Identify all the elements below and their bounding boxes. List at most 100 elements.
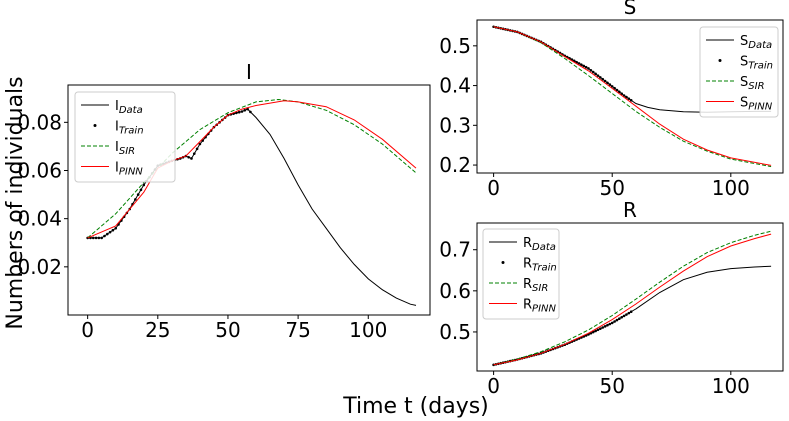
- x-tick-label: 25: [145, 318, 170, 342]
- x-axis-label: Time t (days): [342, 394, 489, 419]
- series-r-train-point: [625, 313, 628, 316]
- series-i-train-point: [91, 236, 95, 240]
- panel-S: S 0 50 100 0.2 0.3 0.4 0.5 SData STrain SSIR SPINN: [439, 0, 784, 200]
- panel-R: R 0 50 100 0.5 0.6 0.7 RData RTrain RSIR RPINN: [439, 198, 784, 398]
- series-i-train-point: [187, 155, 190, 159]
- x-tick-label: 50: [599, 374, 624, 398]
- legend-box-R: [482, 228, 560, 320]
- legend-r-train-marker: [501, 261, 505, 264]
- series-r-train-point: [603, 325, 607, 328]
- y-tick-label: 0.7: [439, 238, 471, 262]
- series-s-sir-line: [493, 26, 772, 168]
- series-r-train-point: [601, 326, 605, 329]
- series-s-train-point: [608, 83, 612, 86]
- series-s-train-point: [627, 97, 631, 100]
- series-s-train-point: [629, 98, 633, 102]
- series-r-train-point: [596, 328, 600, 332]
- series-i-train-point: [111, 228, 115, 232]
- x-tick-label: 0: [487, 374, 500, 398]
- series-s-train-point: [625, 95, 628, 99]
- y-axis-label: Numbers of individuals: [3, 76, 28, 329]
- series-i-train-point: [249, 110, 252, 114]
- series-s-train-point: [603, 79, 607, 83]
- series-i-train-point: [139, 188, 143, 192]
- x-tick-label: 50: [599, 176, 624, 200]
- series-r-train-point: [610, 321, 614, 325]
- x-tick-label: 0: [81, 318, 94, 342]
- series-i-train-point: [136, 193, 140, 196]
- series-i-train-point: [134, 198, 137, 201]
- legend-s-train-marker: [718, 59, 722, 62]
- series-s-train-point: [584, 65, 588, 69]
- y-tick-label: 0.5: [439, 34, 471, 58]
- plot-frame-S: [476, 19, 784, 174]
- series-s-train-point: [618, 90, 621, 94]
- series-s-train-point: [589, 68, 593, 72]
- series-i-train-point: [97, 236, 101, 240]
- series-s-train-point: [610, 85, 614, 88]
- plot-frame-R: [476, 222, 784, 372]
- series-i-train-point: [105, 232, 109, 236]
- y-tick-label: 0.3: [439, 113, 471, 137]
- chart-title-S: S: [624, 0, 637, 19]
- series-r-train-point: [599, 327, 602, 330]
- legend-i-pinn-label: IPINN: [115, 161, 143, 178]
- series-i-train-point: [100, 236, 103, 240]
- series-r-train-point: [622, 314, 626, 318]
- legend-i-train-marker: [93, 124, 97, 127]
- series-r-train-point: [606, 323, 609, 327]
- chart-title-R: R: [623, 198, 637, 222]
- series-i-train-point: [246, 107, 249, 111]
- series-r-pinn-line: [493, 233, 772, 366]
- y-tick-label: 0.02: [17, 255, 62, 279]
- series-r-train-point: [591, 330, 595, 334]
- y-tick-label: 0.4: [439, 74, 471, 98]
- series-r-sir-line: [493, 230, 772, 366]
- series-i-train-point: [142, 183, 146, 187]
- y-tick-label: 0.2: [439, 153, 471, 177]
- y-tick-label: 0.06: [17, 158, 62, 182]
- series-i-train-point: [243, 108, 247, 112]
- series-s-train-point: [577, 62, 581, 65]
- series-i-train-point: [94, 236, 98, 240]
- series-s-pinn-line: [493, 26, 772, 166]
- legend-r-pinn-label: RPINN: [523, 298, 557, 315]
- series-s-train-point: [613, 86, 616, 90]
- series-s-train-point: [582, 64, 586, 68]
- x-tick-label: 75: [285, 318, 310, 342]
- legend-i-sir-label: ISIR: [115, 140, 135, 157]
- series-i-train-point: [190, 157, 193, 160]
- series-r-train-point: [594, 329, 597, 333]
- y-tick-label: 0.04: [17, 207, 62, 231]
- series-i-train-point: [240, 110, 244, 113]
- legend-i-data-label: IData: [115, 99, 143, 116]
- plot-frame-I: [67, 84, 431, 316]
- y-tick-label: 0.5: [439, 320, 471, 344]
- series-r-train-point: [615, 318, 619, 322]
- series-s-train-point: [591, 70, 595, 74]
- series-s-train-point: [599, 76, 602, 79]
- series-s-train-point: [587, 67, 590, 70]
- y-tick-label: 0.08: [17, 110, 62, 134]
- series-r-train-point: [627, 311, 631, 315]
- series-r-train-point: [629, 310, 633, 314]
- legend-r-train-label: RTrain: [523, 257, 557, 274]
- series-i-train-point: [198, 142, 202, 146]
- x-tick-label: 100: [712, 176, 750, 200]
- series-r-train-point: [620, 316, 623, 319]
- series-i-train-point: [237, 110, 241, 114]
- series-s-train-point: [622, 94, 626, 97]
- legend-s-sir-label: SSIR: [740, 75, 765, 92]
- series-r-train-point: [608, 322, 612, 326]
- panel-I: I 0 25 50 75 100 0.02 0.04 0.06 0.08 IData ITrain IS…: [17, 60, 431, 342]
- series-s-train-point: [580, 63, 583, 66]
- legend-box-I: [74, 91, 176, 183]
- x-tick-label: 100: [349, 318, 387, 342]
- legend-r-sir-label: RSIR: [523, 277, 548, 294]
- series-i-train-point: [103, 234, 106, 238]
- legend-s-data-label: SData: [740, 34, 772, 51]
- legend-i-train-label: ITrain: [115, 120, 144, 137]
- legend-s-train-label: STrain: [740, 55, 773, 72]
- x-tick-label: 0: [487, 176, 500, 200]
